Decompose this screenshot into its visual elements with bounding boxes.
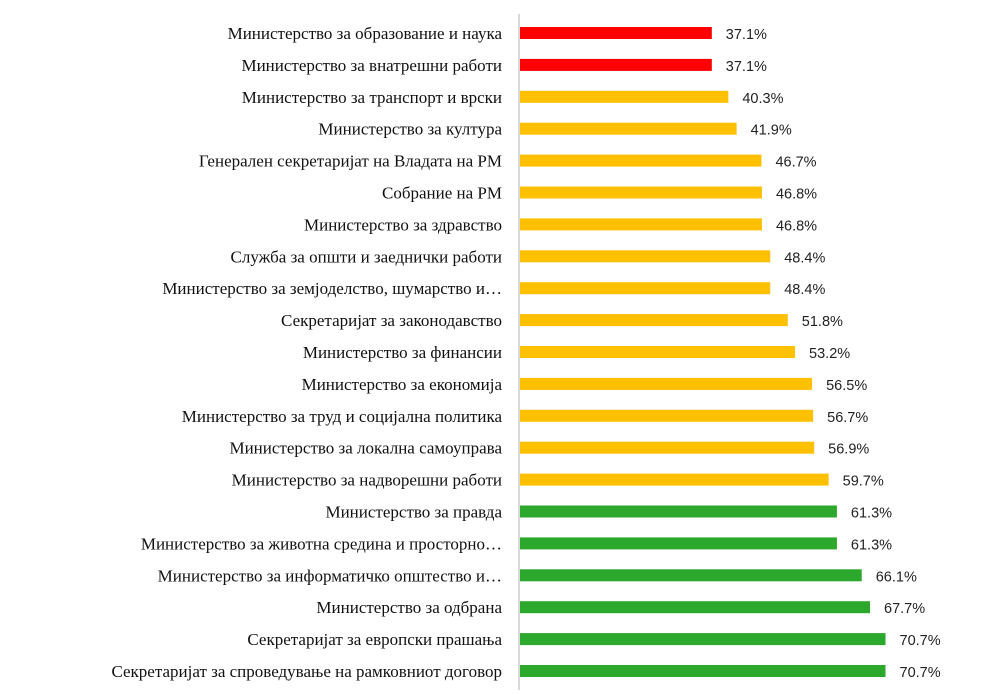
category-label: Министерство за одбрана <box>316 598 502 617</box>
bar <box>520 186 762 199</box>
data-label: 37.1% <box>726 27 767 43</box>
category-label: Собрание на РМ <box>382 184 502 203</box>
bar <box>520 377 813 390</box>
data-label: 51.8% <box>802 314 843 330</box>
bar <box>520 473 829 486</box>
data-label: 46.7% <box>775 155 816 171</box>
bar <box>520 665 886 677</box>
data-label: 59.7% <box>843 474 884 490</box>
bar <box>520 122 737 135</box>
category-label: Министерство за информатичко општество и… <box>158 566 502 585</box>
category-label: Секретаријат за европски прашања <box>247 630 502 649</box>
bar <box>520 154 762 167</box>
data-label: 53.2% <box>809 346 850 362</box>
data-label: 61.3% <box>851 537 892 553</box>
bar <box>520 282 771 295</box>
category-label: Генерален секретаријат на Владата на РМ <box>199 152 502 171</box>
category-label: Министерство за финансии <box>303 343 502 362</box>
bar <box>520 346 796 358</box>
bar <box>520 409 814 422</box>
category-label: Служба за општи и заеднички работи <box>231 247 502 266</box>
bar <box>520 90 729 103</box>
data-label: 40.3% <box>742 91 783 107</box>
category-label: Министерство за надворешни работи <box>232 471 502 490</box>
category-label: Министерство за правда <box>325 503 502 522</box>
category-label: Министерство за транспорт и врски <box>242 88 502 107</box>
data-label: 37.1% <box>726 59 767 75</box>
data-label: 70.7% <box>900 665 941 681</box>
category-label: Министерство за труд и социјална политик… <box>182 407 503 426</box>
category-label: Секретаријат за законодавство <box>281 311 502 330</box>
category-label: Министерство за здравство <box>304 215 502 234</box>
data-label: 61.3% <box>851 506 892 522</box>
category-label: Министерство за локална самоуправа <box>229 439 502 458</box>
data-label: 56.7% <box>827 410 868 426</box>
data-label: 70.7% <box>900 633 941 649</box>
data-label: 41.9% <box>751 123 792 139</box>
data-label: 48.4% <box>784 250 825 266</box>
data-label: 66.1% <box>876 569 917 585</box>
category-label: Министерство за образование и наука <box>228 24 503 43</box>
data-label: 67.7% <box>884 601 925 617</box>
data-label: 48.4% <box>784 282 825 298</box>
category-label: Министерство за култура <box>318 120 502 139</box>
category-label: Министерство за животна средина и просто… <box>141 534 502 553</box>
bar <box>520 537 837 550</box>
category-label: Министерство за внатрешни работи <box>241 56 502 75</box>
category-label: Министерство за економија <box>302 375 503 394</box>
bar <box>520 250 771 263</box>
category-label: Министерство за земјоделство, шумарство … <box>162 279 502 298</box>
bar <box>520 27 712 39</box>
data-label: 56.9% <box>828 442 869 458</box>
data-label: 56.5% <box>826 378 867 394</box>
bar <box>520 601 871 614</box>
bar <box>520 441 815 454</box>
category-label: Секретаријат за спроведување на рамковни… <box>111 662 502 681</box>
bar <box>520 633 886 646</box>
bar <box>520 314 788 327</box>
bar <box>520 569 862 582</box>
data-label: 46.8% <box>776 218 817 234</box>
bar <box>520 505 837 518</box>
data-label: 46.8% <box>776 187 817 203</box>
bar <box>520 58 712 71</box>
bar <box>520 218 762 231</box>
